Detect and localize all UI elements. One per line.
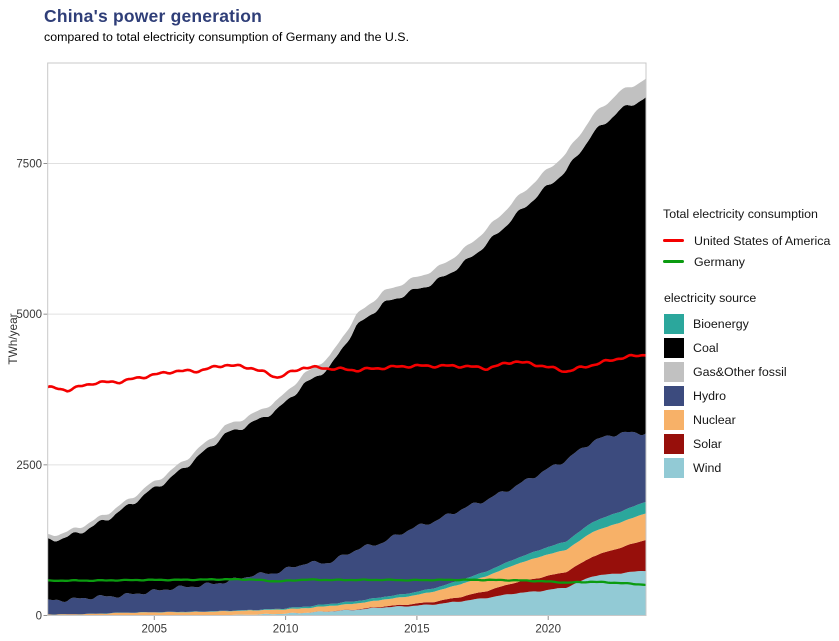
legend-item-bioenergy: Bioenergy bbox=[664, 312, 787, 336]
legend-electricity-source-items: Bioenergy Coal Gas&Other fossil Hydro Nuclea… bbox=[664, 312, 787, 480]
legend-item-hydro: Hydro bbox=[664, 384, 787, 408]
plot-area-group bbox=[47, 78, 646, 616]
legend-color-swatch bbox=[664, 458, 684, 478]
legend-item-label: Wind bbox=[693, 461, 722, 475]
legend-electricity-source-title: electricity source bbox=[664, 291, 757, 305]
legend-item-coal: Coal bbox=[664, 336, 787, 360]
legend-item-solar: Solar bbox=[664, 432, 787, 456]
legend-color-swatch bbox=[664, 362, 684, 382]
legend-line-key bbox=[663, 238, 684, 243]
legend-color-swatch bbox=[664, 410, 684, 430]
y-axis-label: TWh/year bbox=[6, 313, 20, 364]
y-tick-label-0: 0 bbox=[36, 611, 42, 623]
legend-item-label: United States of America bbox=[694, 233, 831, 248]
legend-item-label: Bioenergy bbox=[693, 317, 749, 331]
line-germany bbox=[47, 577, 646, 587]
x-tick-label-2015: 2015 bbox=[404, 624, 430, 636]
page-title: China's power generation bbox=[44, 6, 263, 26]
legend-item-label: Germany bbox=[694, 254, 745, 269]
legend-item-nuclear: Nuclear bbox=[664, 408, 787, 432]
legend-total-consumption-title: Total electricity consumption bbox=[663, 207, 818, 221]
legend-item-label: Coal bbox=[693, 341, 719, 355]
legend-color-swatch bbox=[664, 314, 684, 334]
legend-item-label: Nuclear bbox=[693, 413, 736, 427]
legend-item-united-states-of-america: United States of America bbox=[663, 230, 830, 251]
y-tick-label-7500: 7500 bbox=[16, 159, 42, 171]
legend-item-label: Gas&Other fossil bbox=[693, 365, 787, 379]
y-tick-label-2500: 2500 bbox=[16, 460, 42, 472]
area-coal bbox=[47, 96, 646, 602]
x-tick-label-2020: 2020 bbox=[535, 624, 561, 636]
legend-color-swatch bbox=[664, 386, 684, 406]
page-subtitle: compared to total electricity consumptio… bbox=[44, 30, 410, 44]
area-hydro bbox=[47, 431, 646, 615]
legend-item-label: Hydro bbox=[693, 389, 727, 403]
legend-item-germany: Germany bbox=[663, 251, 830, 272]
legend-item-wind: Wind bbox=[664, 456, 787, 480]
line-united-states-of-america bbox=[47, 353, 646, 393]
area-bioenergy bbox=[47, 501, 646, 615]
legend-line-key bbox=[663, 259, 684, 264]
legend-color-swatch bbox=[664, 434, 684, 454]
x-tick-label-2010: 2010 bbox=[273, 624, 299, 636]
area-nuclear bbox=[47, 513, 646, 616]
area-wind bbox=[47, 571, 646, 616]
legend-electricity-source: electricity source Bioenergy Coal Gas&Othe… bbox=[664, 291, 787, 480]
legend-item-label: Solar bbox=[693, 437, 722, 451]
legend-color-swatch bbox=[664, 338, 684, 358]
legend-item-gas-other-fossil: Gas&Other fossil bbox=[664, 360, 787, 384]
legend-total-consumption-items: United States of America Germany bbox=[663, 230, 830, 272]
panel-border bbox=[47, 62, 647, 616]
x-tick-label-2005: 2005 bbox=[142, 624, 168, 636]
legend-total-consumption: Total electricity consumption United Sta… bbox=[663, 207, 830, 272]
y-tick-label-5000: 5000 bbox=[16, 309, 42, 321]
